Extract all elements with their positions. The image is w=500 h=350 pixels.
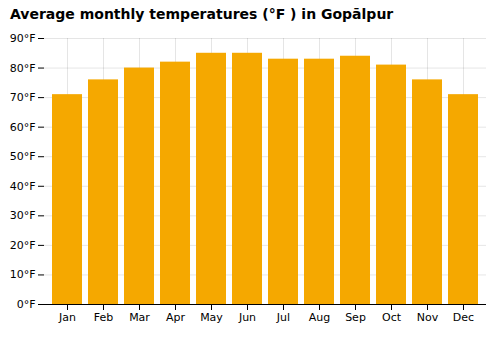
svg-text:Oct: Oct [382,311,402,324]
svg-text:30°F: 30°F [10,209,36,222]
svg-text:70°F: 70°F [10,91,36,104]
svg-text:Apr: Apr [166,311,186,324]
svg-text:40°F: 40°F [10,180,36,193]
svg-text:Feb: Feb [94,311,113,324]
svg-text:20°F: 20°F [10,239,36,252]
svg-text:50°F: 50°F [10,150,36,163]
svg-text:80°F: 80°F [10,62,36,75]
svg-text:Dec: Dec [453,311,474,324]
svg-text:May: May [200,311,223,324]
svg-text:Jul: Jul [276,311,290,324]
svg-text:60°F: 60°F [10,121,36,134]
svg-text:90°F: 90°F [10,32,36,45]
html-text:Average monthly temperatures (: Average monthly temperatures (°F ) in Go… [10,6,394,22]
svg-text:Sep: Sep [345,311,366,324]
svg-text:0°F: 0°F [17,298,36,311]
svg-text:10°F: 10°F [10,268,36,281]
svg-text:Aug: Aug [309,311,330,324]
svg-text:Nov: Nov [417,311,439,324]
svg-text:Jun: Jun [238,311,256,324]
svg-text:Jan: Jan [58,311,76,324]
svg-text:Mar: Mar [129,311,150,324]
